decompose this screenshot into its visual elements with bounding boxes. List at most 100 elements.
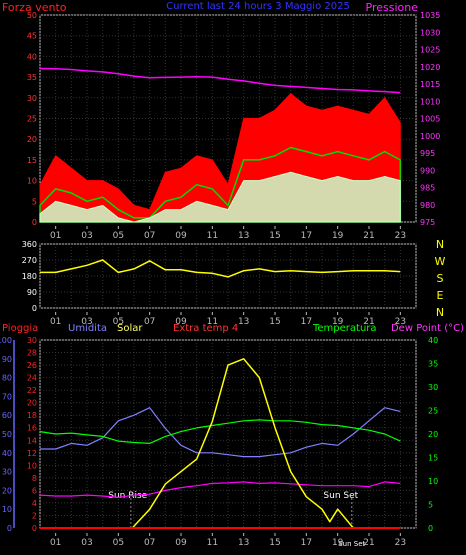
rain-y-tick-label: 6 bbox=[32, 486, 37, 495]
climate-x-tick-label: 05 bbox=[113, 538, 124, 548]
rain-y-tick-label: 2 bbox=[32, 511, 37, 520]
wind-y-tick-label: 45 bbox=[27, 32, 37, 41]
rain-y-tick-label: 12 bbox=[27, 449, 37, 458]
wind-y-tick-label: 40 bbox=[27, 52, 37, 61]
wind-x-tick-label: 09 bbox=[175, 231, 187, 241]
pressure-series-line bbox=[39, 67, 401, 94]
rain-y-tick-label: 28 bbox=[27, 349, 37, 358]
sunset-axis-annotation: Sun Set bbox=[338, 540, 365, 548]
pressure-axis-label: Pressione bbox=[366, 1, 419, 14]
climate-x-tick-label: 13 bbox=[238, 538, 249, 548]
extra-temp-label: Extra temp 4 bbox=[173, 323, 238, 334]
rain-y-tick-label: 8 bbox=[32, 474, 37, 483]
climate-x-tick-label: 15 bbox=[269, 538, 280, 548]
pressure-y-tick-label: 980 bbox=[420, 201, 435, 210]
pressure-y-tick-label: 1020 bbox=[420, 63, 440, 72]
temperature-label: Temperatura bbox=[312, 323, 377, 334]
direction-y-tick-label: 180 bbox=[22, 272, 37, 281]
rain-y-tick-label: 10 bbox=[27, 461, 37, 470]
humidity-y-tick-label: 0 bbox=[7, 524, 12, 533]
solar-label: Solar bbox=[117, 323, 143, 334]
humidity-y-tick-label: 90 bbox=[2, 355, 12, 364]
humidity-y-tick-label: 70 bbox=[2, 392, 12, 401]
pressure-y-tick-label: 990 bbox=[420, 166, 435, 175]
rain-y-tick-label: 18 bbox=[27, 411, 37, 420]
rain-y-tick-label: 14 bbox=[27, 436, 37, 445]
wind-y-tick-label: 35 bbox=[27, 73, 37, 82]
climate-x-tick-label: 17 bbox=[301, 538, 312, 548]
wind-x-tick-label: 15 bbox=[269, 231, 280, 241]
direction-x-tick-label: 15 bbox=[269, 317, 280, 327]
humidity-y-tick-label: 80 bbox=[2, 374, 12, 383]
dewpoint-series-line bbox=[39, 481, 401, 498]
humidity-y-tick-label: 20 bbox=[2, 486, 12, 495]
direction-x-tick-label: 05 bbox=[113, 317, 124, 327]
rain-y-tick-label: 30 bbox=[27, 336, 37, 345]
wind-x-tick-label: 07 bbox=[144, 231, 155, 241]
wind-x-tick-label: 01 bbox=[50, 231, 61, 241]
pressure-y-tick-label: 1000 bbox=[420, 132, 440, 141]
chart-title: Current last 24 hours 3 Maggio 2025 bbox=[166, 1, 350, 12]
wind-x-tick-label: 03 bbox=[81, 231, 92, 241]
direction-x-tick-label: 03 bbox=[81, 317, 92, 327]
rain-y-tick-label: 0 bbox=[32, 524, 37, 533]
sunset-annotation: Sun Set bbox=[323, 491, 358, 501]
rain-y-tick-label: 4 bbox=[32, 499, 37, 508]
humidity-y-tick-label: 100 bbox=[0, 336, 12, 345]
pressure-y-tick-label: 1010 bbox=[420, 97, 440, 106]
pressure-y-tick-label: 975 bbox=[420, 218, 435, 227]
wind-x-tick-label: 23 bbox=[395, 231, 406, 241]
wind-x-tick-label: 11 bbox=[207, 231, 218, 241]
wind-y-tick-label: 10 bbox=[27, 177, 37, 186]
climate-x-tick-label: 19 bbox=[332, 538, 344, 548]
temperature-y-tick-label: 40 bbox=[428, 336, 438, 345]
direction-x-tick-label: 13 bbox=[238, 317, 249, 327]
wind-y-tick-label: 5 bbox=[32, 197, 37, 206]
temperature-y-tick-label: 5 bbox=[428, 501, 433, 510]
direction-series-line bbox=[40, 259, 401, 278]
direction-x-tick-label: 23 bbox=[395, 317, 406, 327]
wind-axis-label: Forza vento bbox=[2, 1, 67, 14]
dewpoint-label: Dew Point (°C) bbox=[391, 323, 464, 334]
compass-label: E bbox=[437, 289, 444, 302]
wind-y-tick-label: 15 bbox=[27, 156, 37, 165]
wind-x-tick-label: 17 bbox=[301, 231, 312, 241]
pressure-y-tick-label: 1005 bbox=[420, 115, 440, 124]
wind-x-tick-label: 05 bbox=[113, 231, 124, 241]
wind-x-tick-label: 13 bbox=[238, 231, 249, 241]
direction-x-tick-label: 17 bbox=[301, 317, 312, 327]
direction-y-tick-label: 0 bbox=[32, 304, 37, 313]
direction-x-tick-label: 21 bbox=[363, 317, 374, 327]
humidity-y-tick-label: 60 bbox=[2, 411, 12, 420]
pressure-y-tick-label: 1025 bbox=[420, 46, 440, 55]
climate-x-tick-label: 03 bbox=[81, 538, 92, 548]
compass-label: W bbox=[435, 255, 446, 268]
compass-label: N bbox=[436, 306, 444, 319]
rain-y-tick-label: 26 bbox=[27, 361, 37, 370]
humidity-series-line bbox=[40, 407, 401, 458]
pressure-y-tick-label: 985 bbox=[420, 184, 435, 193]
temperature-y-tick-label: 25 bbox=[428, 407, 438, 416]
climate-x-tick-label: 23 bbox=[395, 538, 406, 548]
temperature-series-line bbox=[39, 419, 401, 444]
pressure-y-tick-label: 1015 bbox=[420, 80, 440, 89]
solar-series-line bbox=[131, 358, 401, 529]
wind-y-tick-label: 30 bbox=[27, 94, 37, 103]
wind-series-average bbox=[39, 146, 402, 223]
wind-y-tick-label: 0 bbox=[32, 218, 37, 227]
direction-x-tick-label: 07 bbox=[144, 317, 155, 327]
pressure-y-tick-label: 1030 bbox=[420, 28, 440, 37]
temperature-y-tick-label: 0 bbox=[428, 524, 433, 533]
pressure-y-tick-label: 995 bbox=[420, 149, 435, 158]
wind-x-tick-label: 19 bbox=[332, 231, 344, 241]
wind-y-tick-label: 20 bbox=[27, 135, 37, 144]
temperature-y-tick-label: 20 bbox=[428, 430, 438, 439]
humidity-label: Umidita bbox=[68, 323, 107, 334]
direction-y-tick-label: 270 bbox=[22, 256, 37, 265]
rain-label: Pioggia bbox=[2, 323, 38, 334]
compass-label: S bbox=[437, 272, 444, 285]
direction-x-tick-label: 19 bbox=[332, 317, 344, 327]
humidity-y-tick-label: 50 bbox=[2, 430, 12, 439]
climate-x-tick-label: 21 bbox=[363, 538, 374, 548]
